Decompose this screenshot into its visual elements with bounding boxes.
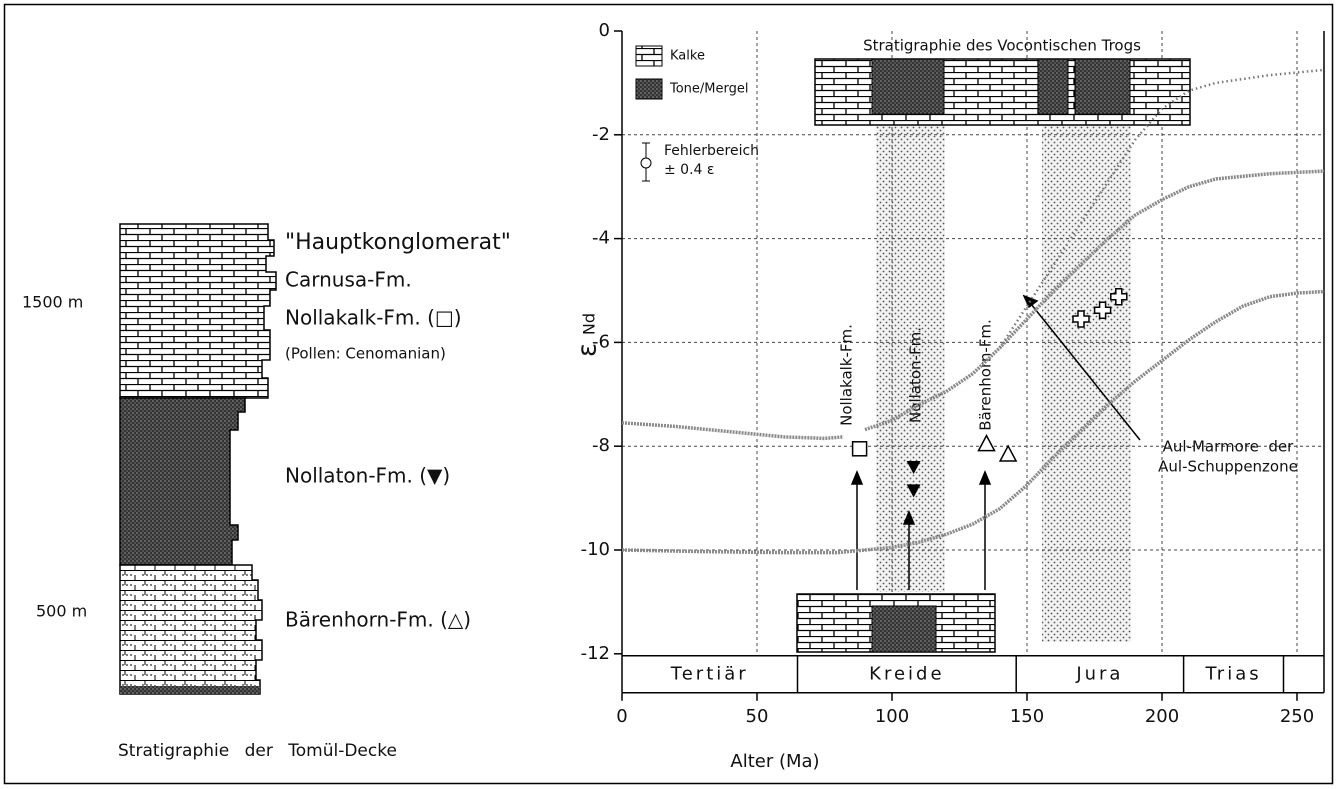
legend-swatch (635, 78, 663, 100)
y-tick-label: -4 (592, 228, 610, 249)
marker-cross (1093, 301, 1112, 319)
formation-label: Nollakalk-Fm. (□) (285, 306, 462, 330)
error-note: Fehlerbereich (664, 143, 759, 159)
legend-label: Kalke (670, 49, 705, 64)
y-tick-label: 0 (599, 20, 610, 41)
y-tick-label: -10 (581, 539, 610, 560)
period-label: Tertiär (670, 663, 749, 684)
x-tick-label: 50 (746, 706, 769, 727)
formation-label: Carnusa-Fm. (285, 268, 412, 292)
depth-label: 1500 m (22, 293, 83, 312)
x-tick-label: 200 (1145, 706, 1179, 727)
arrows (850, 294, 1141, 590)
legend-label: Tone/Mergel (669, 82, 749, 97)
column-caption: Stratigraphie der Tomül-Decke (118, 741, 397, 761)
x-tick-label: 100 (875, 706, 909, 727)
legend-swatch (635, 45, 663, 67)
annotation: Nollakalk-Fm. (838, 324, 856, 426)
x-tick-label: 0 (616, 706, 627, 727)
curve (621, 169, 1325, 441)
frame (3, 3, 1334, 785)
formation-label: Nollaton-Fm. (▼) (285, 464, 450, 488)
strat-column (119, 223, 277, 695)
marker-triangle-up (998, 444, 1018, 462)
x-axis-label: Alter (Ma) (730, 751, 819, 772)
y-axis-label-main: ε (573, 343, 603, 357)
curve (998, 68, 1325, 349)
marker-cross (1110, 287, 1128, 306)
marker-triangle-down (906, 484, 921, 498)
y-tick-label: -8 (592, 435, 610, 456)
formation-label: Bärenhorn-Fm. (△) (285, 608, 471, 632)
y-axis-label-sub: Nd (580, 313, 599, 335)
annotation: Nollaton-Fm. (907, 327, 925, 423)
marker-square (851, 441, 868, 457)
column-title: Stratigraphie des Vocontischen Trogs (863, 37, 1141, 55)
y-axis-label: ε Nd (573, 313, 603, 357)
marker-triangle-up (977, 434, 996, 452)
formation-note: (Pollen: Cenomanian) (285, 345, 446, 363)
period-label: Kreide (869, 663, 944, 684)
x-tick-label: 250 (1280, 706, 1314, 727)
formation-label: "Hauptkonglomerat" (285, 230, 511, 255)
curve (621, 289, 1325, 555)
annotation: Aul-Schuppenzone (1158, 458, 1298, 476)
error-note: ± 0.4 ε (664, 162, 714, 178)
depth-label: 500 m (36, 602, 87, 621)
x-tick-label: 150 (1010, 706, 1044, 727)
period-label: Jura (1075, 663, 1123, 684)
annotation: Aul-Marmore der (1163, 438, 1295, 456)
period-label: Trias (1204, 663, 1261, 684)
error-bar-icon (640, 142, 652, 182)
y-tick-label: -2 (592, 124, 610, 145)
marker-triangle-down (906, 460, 921, 474)
y-tick-label: -12 (581, 643, 610, 664)
y-tick-label: -6 (592, 331, 610, 352)
marker-cross (1072, 310, 1090, 328)
annotation: Bärenhorn-Fm. (977, 319, 995, 431)
tomul-column-mini (796, 593, 996, 653)
vocontian-column (814, 58, 1191, 126)
stipple-bands (876, 112, 1131, 642)
